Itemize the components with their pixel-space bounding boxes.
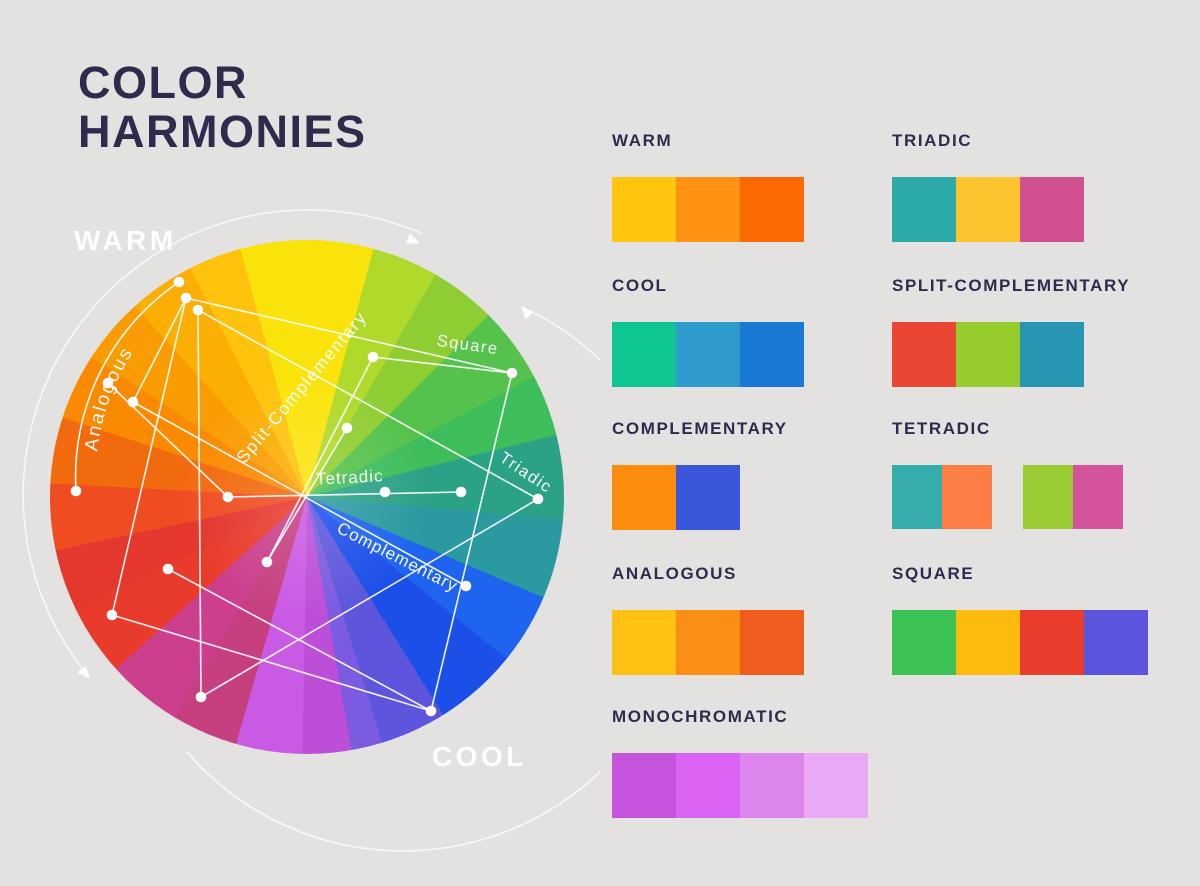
color-swatch-cool <box>612 322 676 387</box>
harmony-group-analogous: ANALOGOUS <box>612 564 804 675</box>
color-swatch-square <box>892 610 956 675</box>
harmony-group-triadic: TRIADIC <box>892 131 1084 242</box>
color-swatch-analogous <box>740 610 804 675</box>
color-swatch-triadic <box>1020 177 1084 242</box>
wheel-warm-label: WARM <box>74 225 177 256</box>
color-swatch-analogous <box>612 610 676 675</box>
swatch-row <box>892 610 1148 675</box>
harmony-group-square: SQUARE <box>892 564 1148 675</box>
harmony-group-complementary: COMPLEMENTARY <box>612 419 788 530</box>
harmony-group-label: COOL <box>612 276 668 295</box>
color-swatch-triadic <box>956 177 1020 242</box>
color-swatch-square <box>956 610 1020 675</box>
color-swatch-tetradic <box>1023 465 1073 529</box>
color-swatch-tetradic <box>1073 465 1123 529</box>
harmony-group-warm: WARM <box>612 131 804 242</box>
cool-arc-arrowhead <box>521 306 534 320</box>
harmony-group-label: COMPLEMENTARY <box>612 419 788 438</box>
harmony-group-label: WARM <box>612 131 673 150</box>
harmony-group-split-complementary: SPLIT-COMPLEMENTARY <box>892 276 1130 387</box>
swatch-row <box>892 177 1084 242</box>
warm-arc-arrowhead <box>405 233 420 244</box>
harmony-group-label: SPLIT-COMPLEMENTARY <box>892 276 1131 295</box>
color-swatch-tetradic <box>892 465 942 529</box>
swatch-gap <box>992 465 1023 529</box>
swatch-row <box>612 465 788 530</box>
color-swatch-cool <box>676 322 740 387</box>
color-swatch-split <box>1020 322 1084 387</box>
wheel-cool-label: COOL <box>432 741 527 772</box>
color-swatch-triadic <box>892 177 956 242</box>
color-wheel <box>50 240 564 754</box>
harmony-group-label: ANALOGOUS <box>612 564 737 583</box>
swatch-row <box>612 753 868 818</box>
color-swatch-complementary <box>676 465 740 530</box>
color-swatch-mono <box>740 753 804 818</box>
swatch-row <box>892 322 1130 387</box>
harmony-group-label: MONOCHROMATIC <box>612 707 789 726</box>
swatch-row <box>612 322 804 387</box>
color-swatch-warm <box>740 177 804 242</box>
title-line-1: COLOR <box>78 57 248 108</box>
swatch-row <box>612 177 804 242</box>
harmony-group-label: TETRADIC <box>892 419 991 438</box>
color-swatch-square <box>1084 610 1148 675</box>
color-swatch-mono <box>804 753 868 818</box>
color-swatch-tetradic <box>942 465 992 529</box>
swatch-row <box>612 610 804 675</box>
color-swatch-split <box>956 322 1020 387</box>
harmony-group-label: TRIADIC <box>892 131 973 150</box>
title-line-2: HARMONIES <box>78 106 367 157</box>
color-swatch-split <box>892 322 956 387</box>
warm-arc-tail-arrowhead <box>77 665 90 679</box>
color-swatch-complementary <box>612 465 676 530</box>
color-swatch-analogous <box>676 610 740 675</box>
color-swatch-warm <box>612 177 676 242</box>
color-swatch-cool <box>740 322 804 387</box>
harmony-group-label: SQUARE <box>892 564 975 583</box>
color-swatch-square <box>1020 610 1084 675</box>
harmony-group-tetradic: TETRADIC <box>892 419 1123 529</box>
color-swatch-warm <box>676 177 740 242</box>
swatch-row <box>892 465 1123 529</box>
page-title: COLOR HARMONIES <box>78 58 367 156</box>
harmony-group-cool: COOL <box>612 276 804 387</box>
color-swatch-mono <box>676 753 740 818</box>
harmony-group-monochromatic: MONOCHROMATIC <box>612 707 868 818</box>
color-swatch-mono <box>612 753 676 818</box>
